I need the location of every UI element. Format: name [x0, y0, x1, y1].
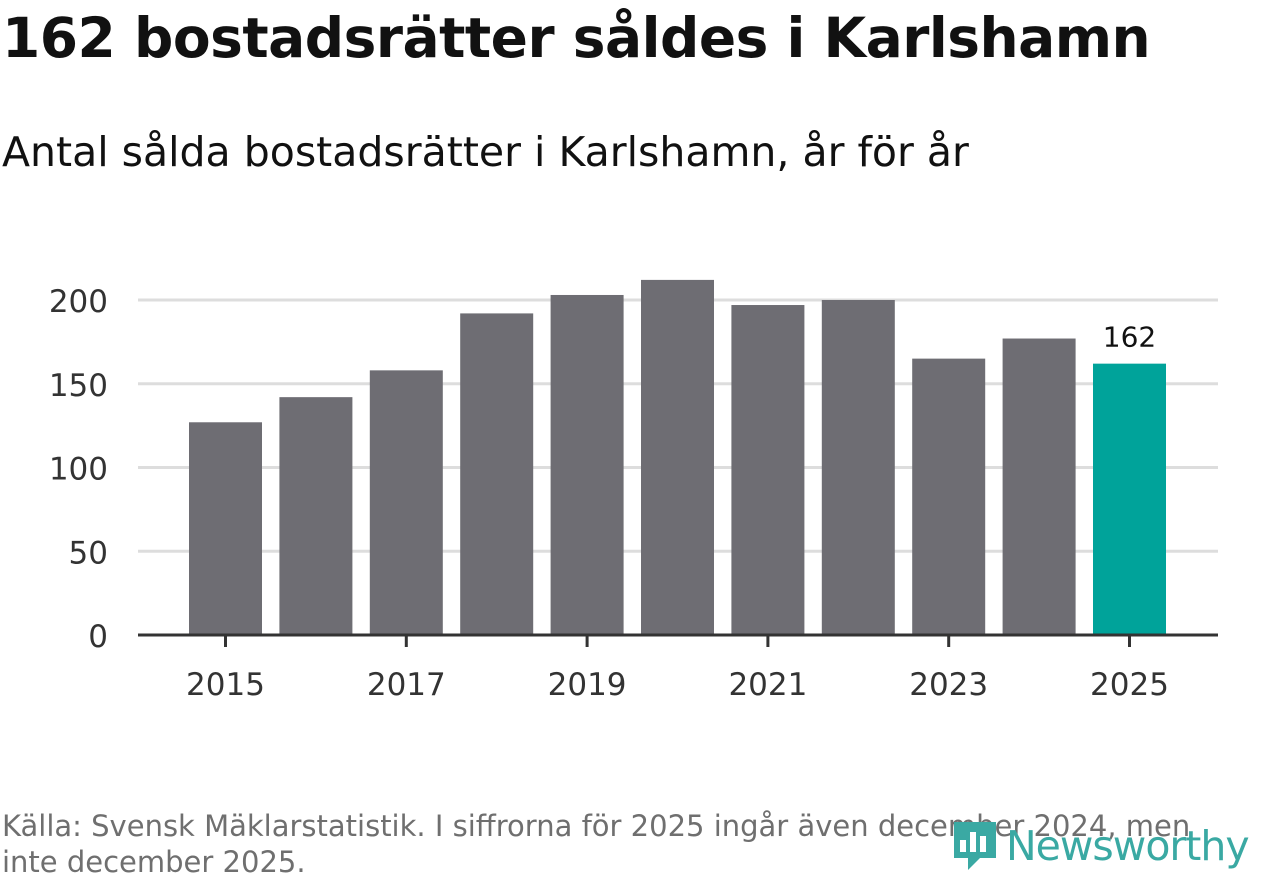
y-axis-tick-labels: 0 50 100 150 200: [49, 284, 108, 655]
x-axis: [138, 633, 1218, 647]
y-tick-label: 50: [69, 535, 108, 571]
newsworthy-logo-icon: [954, 822, 996, 870]
y-tick-label: 150: [49, 368, 108, 404]
x-tick-label: 2015: [186, 667, 265, 703]
bar-2015: [189, 422, 262, 635]
y-tick-label: 100: [49, 452, 108, 488]
x-axis-tick-labels: 2015 2017 2019 2021 2023 2025: [186, 667, 1169, 703]
data-labels: 162: [1103, 321, 1156, 354]
x-tick-label: 2025: [1090, 667, 1169, 703]
y-tick-label: 200: [49, 284, 108, 320]
bar-2022: [821, 300, 895, 635]
bar-2025: [1093, 363, 1166, 635]
bars: [189, 279, 1166, 635]
brand-logo: Newsworthy: [950, 818, 1250, 874]
bar-2024: [1002, 338, 1076, 635]
bar-2020: [641, 279, 714, 635]
data-label: 162: [1103, 321, 1156, 354]
chart-subtitle: Antal sålda bostadsrätter i Karlshamn, å…: [2, 128, 969, 176]
bar-2021: [731, 305, 805, 635]
x-tick-label: 2017: [367, 667, 446, 703]
x-tick-label: 2023: [909, 667, 988, 703]
brand-name: Newsworthy: [1006, 822, 1250, 870]
x-tick-label: 2021: [728, 667, 807, 703]
bar-2017: [369, 370, 443, 635]
bar-2023: [912, 358, 986, 635]
bar-2016: [279, 397, 353, 635]
bar-2018: [460, 313, 534, 635]
chart-title: 162 bostadsrätter såldes i Karlshamn: [2, 6, 1151, 70]
bar-2019: [550, 294, 624, 635]
x-tick-label: 2019: [548, 667, 627, 703]
y-tick-label: 0: [88, 619, 108, 655]
